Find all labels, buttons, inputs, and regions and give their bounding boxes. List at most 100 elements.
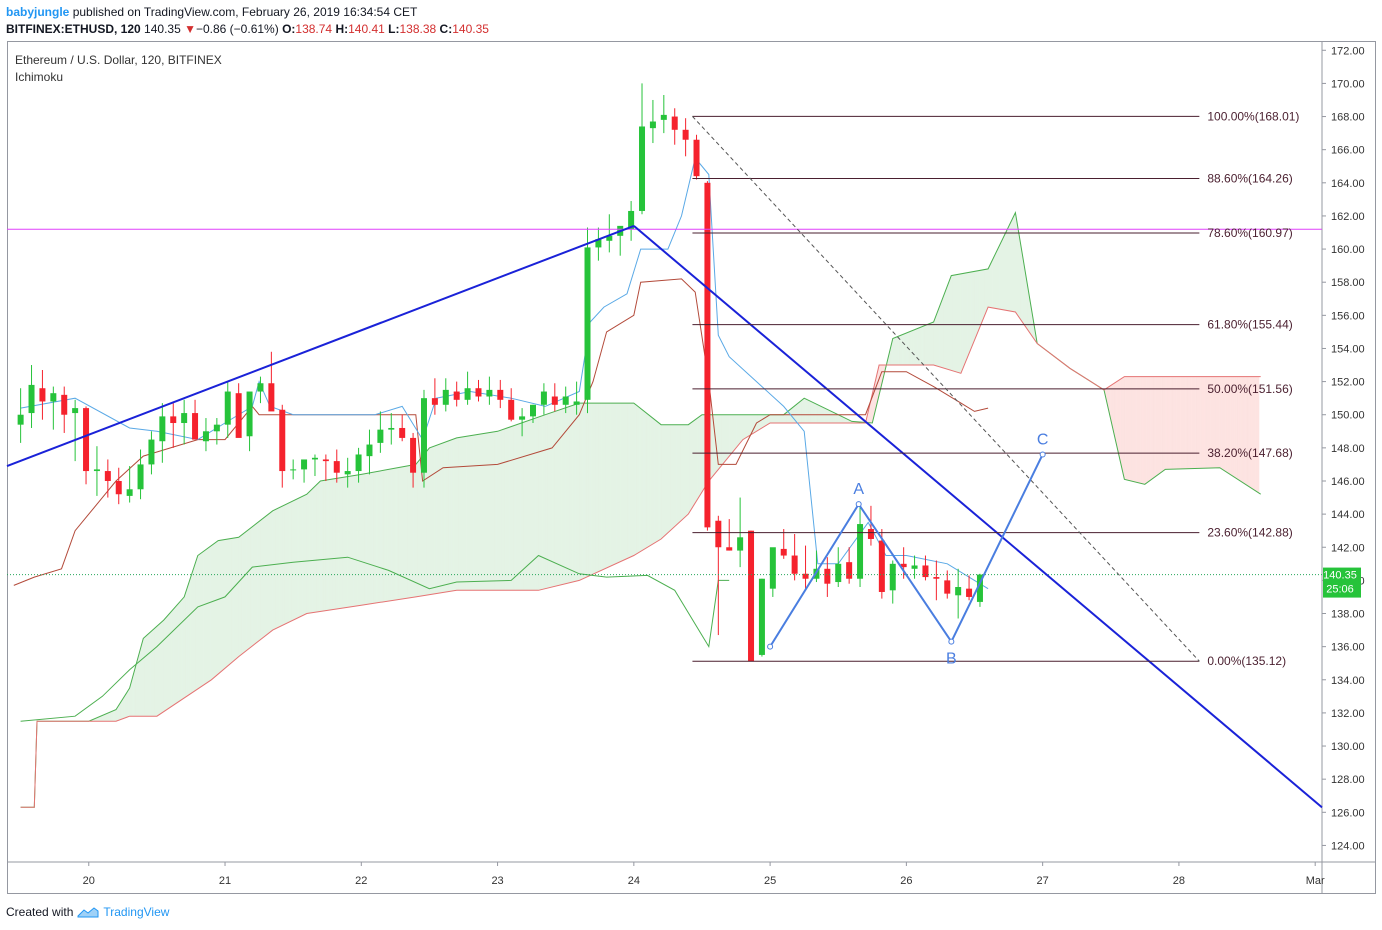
cloud-segment [1253, 376, 1256, 491]
cloud-segment [132, 673, 134, 717]
cloud-segment [990, 260, 993, 308]
cloud-segment [229, 538, 231, 665]
cloud-segment [620, 403, 622, 562]
cloud-segment [186, 584, 189, 697]
cloud-segment [467, 435, 469, 591]
cloud-segment [133, 668, 136, 717]
cloud-segment [192, 567, 194, 693]
cloud-segment [1252, 376, 1254, 490]
candle-body-down [878, 540, 885, 592]
price-tick-label: 132.00 [1331, 708, 1365, 720]
cloud-segment [511, 426, 513, 591]
candle-body-up [737, 537, 744, 551]
cloud-segment [286, 503, 288, 624]
candle-body-up [540, 391, 547, 405]
cloud-segment [377, 471, 380, 603]
cloud-segment [1200, 376, 1203, 469]
chart-frame[interactable] [7, 41, 1376, 894]
candle-body-down [824, 568, 831, 584]
cloud-segment [479, 433, 482, 591]
cloud-segment [875, 376, 877, 412]
candle-body-down [497, 389, 504, 400]
cloud-segment [643, 410, 645, 550]
cloud-segment [170, 610, 172, 708]
cloud-segment [583, 403, 585, 579]
cloud-segment [392, 468, 395, 601]
candle-body-up [224, 391, 231, 425]
cloud-segment [1009, 221, 1012, 312]
cloud-segment [325, 479, 328, 611]
cloud-segment [143, 637, 145, 717]
cloud-segment [745, 414, 747, 438]
cloud-segment [787, 410, 790, 424]
cloud-segment [398, 467, 400, 600]
cloud-segment [590, 403, 592, 576]
cloud-segment [1162, 376, 1164, 472]
time-tick-label: 21 [219, 875, 231, 887]
cloud-segment [838, 414, 840, 424]
candle-body-up [257, 383, 264, 392]
cloud-segment [1120, 378, 1122, 468]
cloud-segment [124, 694, 126, 719]
cloud-segment [684, 424, 686, 518]
cloud-segment [1127, 376, 1129, 481]
legend-indicator[interactable]: Ichimoku [15, 70, 63, 84]
cloud-segment [369, 472, 371, 604]
cloud-segment [930, 322, 933, 366]
price-tick-label: 150.00 [1331, 410, 1365, 422]
cloud-segment [310, 488, 313, 613]
cloud-segment [1157, 376, 1159, 476]
cloud-segment [939, 304, 941, 368]
cloud-segment [279, 506, 281, 627]
candle-body-down [431, 398, 438, 405]
cloud-segment [245, 530, 247, 652]
cloud-segment [304, 494, 306, 615]
cloud-segment [691, 421, 693, 510]
cloud-segment [323, 480, 325, 612]
cloud-segment [489, 432, 491, 591]
candle-body-up [301, 459, 308, 470]
candle-body-down [268, 383, 275, 412]
candle-body-up [857, 524, 864, 579]
cloud-segment [211, 544, 213, 680]
candle-body-up [660, 114, 667, 120]
cloud-segment [840, 416, 843, 424]
tradingview-brand[interactable]: TradingView [103, 905, 170, 919]
author-link[interactable]: babyjungle [6, 5, 70, 19]
candle-body-up [355, 454, 362, 472]
cloud-segment [700, 414, 702, 495]
cloud-segment [794, 404, 796, 424]
cloud-segment [111, 710, 114, 722]
cloud-segment [278, 507, 280, 628]
cloud-segment [240, 535, 242, 656]
candle-body-up [464, 388, 471, 400]
cloud-segment [1132, 376, 1134, 482]
cloud-segment [246, 529, 249, 651]
cloud-segment [992, 257, 994, 309]
cloud-segment [443, 442, 445, 593]
cloud-segment [900, 334, 903, 366]
cloud-segment [1204, 376, 1207, 469]
cloud-segment [204, 549, 206, 685]
cloud-segment [1238, 376, 1241, 481]
cloud-segment [1240, 376, 1242, 482]
cloud-segment [1242, 376, 1245, 484]
cloud-segment [299, 496, 302, 617]
cloud-segment [535, 417, 538, 591]
cloud-segment [579, 403, 581, 581]
cloud-segment [381, 470, 384, 603]
cloud-segment [343, 477, 345, 608]
cloud-segment [557, 410, 559, 586]
cloud-segment [349, 476, 351, 608]
cloud-segment [981, 269, 983, 324]
cloud-segment [407, 465, 409, 599]
candle-body-up [649, 121, 656, 129]
cloud-segment [647, 413, 649, 548]
cloud-segment [475, 434, 478, 591]
cloud-segment [781, 414, 783, 424]
cloud-segment [670, 424, 672, 531]
cloud-segment [365, 473, 367, 605]
cloud-segment [219, 540, 221, 673]
cloud-segment [1241, 376, 1243, 483]
